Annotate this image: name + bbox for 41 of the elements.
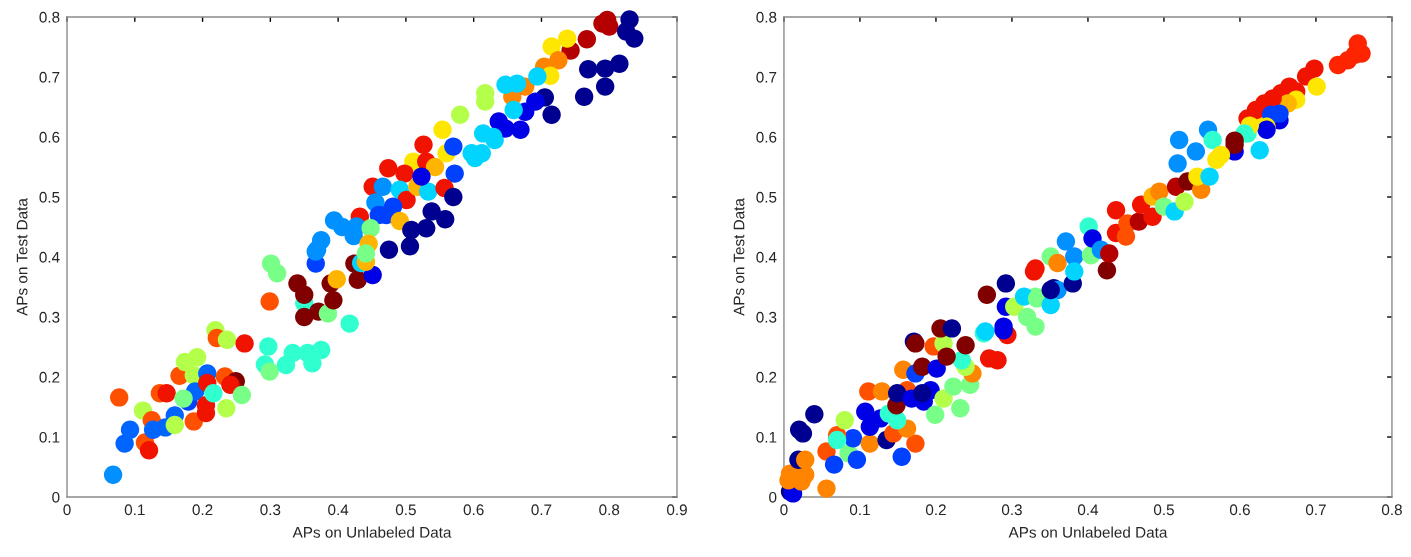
x-tick-label: 0.4 xyxy=(328,504,349,516)
y-tick-label: 0.3 xyxy=(39,311,60,323)
x-tick-label: 0.2 xyxy=(925,504,946,516)
y-tick-label: 0.7 xyxy=(39,71,60,83)
y-tick-label: 0.1 xyxy=(756,431,777,443)
y-axis-title: APs on Test Data xyxy=(16,198,28,316)
x-tick-label: 0.6 xyxy=(463,504,484,516)
y-tick-label: 0.1 xyxy=(39,431,60,443)
y-tick-label: 0.5 xyxy=(39,191,60,203)
x-tick-label: 0.1 xyxy=(124,504,145,516)
y-tick-label: 0.8 xyxy=(756,11,777,23)
x-tick-label: 0.5 xyxy=(1153,504,1174,516)
x-tick-label: 0 xyxy=(780,504,788,516)
x-tick-label: 0.8 xyxy=(1381,504,1402,516)
y-axis-title: APs on Test Data xyxy=(733,198,745,316)
x-axis-title: APs on Unlabeled Data xyxy=(292,526,452,538)
y-tick-label: 0.2 xyxy=(756,371,777,383)
x-tick-label: 0.3 xyxy=(260,504,281,516)
y-tick-label: 0.5 xyxy=(756,191,777,203)
x-tick-label: 0.4 xyxy=(1077,504,1099,516)
x-axis-title: APs on Unlabeled Data xyxy=(1008,526,1168,538)
x-tick-label: 0.2 xyxy=(192,504,213,516)
x-tick-label: 0.1 xyxy=(849,504,870,516)
y-tick-label: 0.7 xyxy=(756,71,777,83)
y-tick-label: 0.6 xyxy=(756,131,777,143)
y-tick-label: 0.6 xyxy=(39,131,60,143)
y-tick-label: 0.4 xyxy=(756,251,777,263)
x-tick-label: 0.7 xyxy=(531,504,552,516)
x-tick-label: 0.3 xyxy=(1001,504,1022,516)
x-tick-label: 0.5 xyxy=(395,504,416,516)
x-tick-label: 0.9 xyxy=(666,504,687,516)
x-tick-label: 0.8 xyxy=(599,504,620,516)
x-tick-label: 0.6 xyxy=(1229,504,1250,516)
x-tick-label: 0.7 xyxy=(1305,504,1326,516)
y-tick-label: 0 xyxy=(52,491,60,503)
y-tick-label: 0 xyxy=(769,491,777,503)
y-tick-label: 0.3 xyxy=(756,311,777,323)
y-tick-label: 0.8 xyxy=(39,11,60,23)
y-tick-label: 0.4 xyxy=(39,251,60,263)
y-tick-label: 0.2 xyxy=(39,371,60,383)
x-tick-label: 0 xyxy=(63,504,71,516)
